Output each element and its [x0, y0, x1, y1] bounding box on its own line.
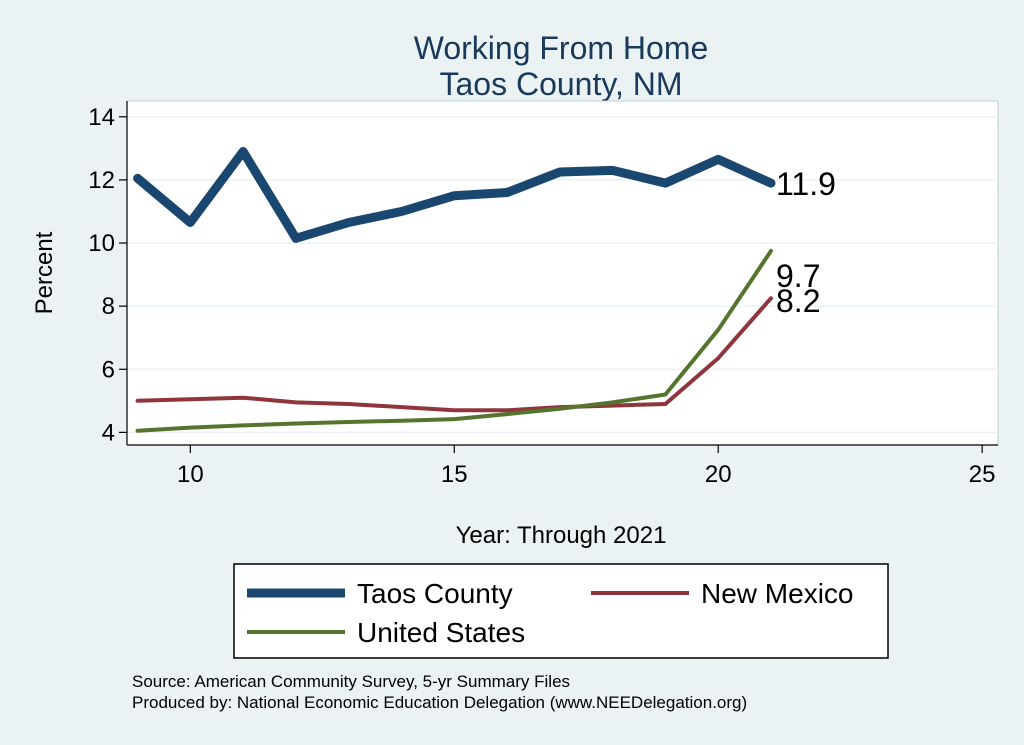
x-tick-label: 20: [705, 461, 732, 488]
y-ticks: 4 6 8 10 12 14: [88, 104, 127, 446]
y-axis-title: Percent: [31, 231, 58, 314]
y-tick-label: 4: [102, 419, 115, 446]
x-tick-label: 25: [969, 461, 996, 488]
plot-area: [126, 100, 999, 446]
legend-label-taos: Taos County: [357, 578, 513, 609]
end-label-taos-county: 11.9: [776, 166, 836, 202]
chart-subtitle: Taos County, NM: [439, 66, 682, 102]
y-tick-label: 12: [88, 167, 115, 194]
series-group: [133, 147, 776, 433]
legend-box: [233, 563, 889, 659]
axes: [126, 101, 998, 446]
series-line-taos-county: [133, 147, 776, 243]
end-labels: 11.9 8.29.7: [776, 166, 836, 319]
legend: Taos County New Mexico United States: [233, 563, 889, 659]
legend-label-new-mexico: New Mexico: [701, 578, 853, 609]
x-tick-label: 15: [441, 461, 468, 488]
y-tick-label: 10: [88, 230, 115, 257]
chart-title: Working From Home: [414, 30, 709, 66]
x-axis-title: Year: Through 2021: [456, 522, 667, 549]
y-tick-label: 6: [102, 356, 115, 383]
x-ticks: 10 15 20 25: [177, 445, 996, 488]
end-label-new-mexico: 8.2: [776, 283, 820, 319]
y-tick-label: 8: [102, 293, 115, 320]
legend-label-united-states: United States: [357, 617, 525, 648]
series-line-united-states: [135, 248, 773, 433]
y-tick-label: 14: [88, 104, 115, 131]
produced-by-note: Produced by: National Economic Education…: [132, 693, 747, 712]
x-tick-label: 10: [177, 461, 204, 488]
series-line-new-mexico: [135, 296, 773, 413]
grid-lines: [127, 116, 998, 434]
end-label-united-states: 9.7: [776, 258, 820, 294]
source-note: Source: American Community Survey, 5-yr …: [132, 672, 570, 691]
